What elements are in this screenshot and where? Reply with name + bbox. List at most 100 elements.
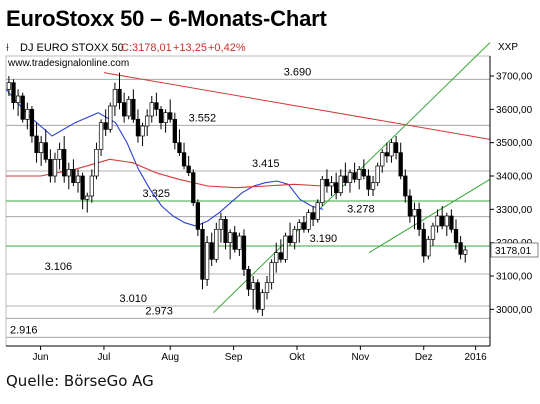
- candle-body: [48, 158, 53, 177]
- candle-body: [315, 202, 320, 220]
- candle-body: [426, 238, 431, 257]
- moving-average-line: [5, 88, 324, 227]
- candle-body: [380, 152, 385, 167]
- candle-body: [89, 175, 95, 197]
- candle-body: [306, 212, 311, 230]
- candle-body: [25, 108, 30, 120]
- candle-body: [149, 102, 154, 117]
- candle-body: [246, 268, 251, 290]
- x-tick-label: Nov: [351, 352, 369, 363]
- axis-caption: XXP: [498, 42, 518, 53]
- trend-line: [368, 178, 491, 254]
- candle-body: [412, 208, 417, 217]
- candle-body: [163, 112, 168, 124]
- level-label: 3.415: [252, 158, 280, 170]
- candle-body: [177, 142, 182, 154]
- y-tick-label: 3300,00: [496, 205, 533, 216]
- candle-body: [98, 122, 104, 150]
- candle-body: [57, 148, 62, 160]
- candle-body: [80, 175, 85, 200]
- candle-body: [393, 142, 399, 154]
- candle-body: [218, 218, 224, 230]
- candle-body: [172, 118, 177, 144]
- candle-body: [38, 142, 44, 154]
- x-tick-label: Jun: [33, 352, 49, 363]
- candle-body: [108, 105, 113, 130]
- candle-body: [352, 172, 357, 180]
- candle-body: [421, 228, 426, 257]
- candle-body: [103, 122, 108, 130]
- legend-change-pct: +0,42%: [208, 42, 246, 54]
- candle-body: [227, 232, 233, 244]
- candle-body: [458, 242, 463, 255]
- candle-body: [334, 182, 339, 194]
- candle-body: [62, 148, 67, 177]
- candle-body: [278, 252, 283, 260]
- candle-body: [274, 252, 279, 264]
- candle-body: [209, 242, 214, 260]
- legend-icon: ⟊: [6, 42, 9, 54]
- level-label: 3.690: [284, 66, 312, 78]
- candle-body: [453, 228, 459, 244]
- candle-body: [94, 148, 99, 177]
- y-tick-label: 3100,00: [496, 272, 533, 283]
- candle-body: [20, 95, 25, 120]
- level-label: 3.325: [143, 188, 171, 200]
- candle-body: [241, 235, 247, 270]
- candle-body: [435, 215, 440, 227]
- y-tick-label: 3600,00: [496, 105, 533, 116]
- candle-body: [232, 232, 237, 250]
- level-label: 3.010: [119, 293, 147, 305]
- legend: ⟊ DJ EURO STOXX 50 C:3178,01 +13,25 +0,4…: [6, 42, 246, 54]
- candle-body: [71, 168, 76, 184]
- source-caption: Quelle: BörseGo AG: [6, 372, 154, 390]
- candle-body: [366, 175, 371, 190]
- candle-body: [297, 222, 302, 230]
- x-tick-label: Okt: [289, 352, 305, 363]
- candle-body: [15, 95, 21, 104]
- candle-body: [181, 152, 187, 167]
- candle-body: [389, 142, 394, 157]
- candle-body: [200, 228, 205, 280]
- candle-body: [140, 125, 145, 137]
- candle-body: [324, 178, 330, 187]
- x-tick-label: Aug: [161, 352, 179, 363]
- candle-body: [6, 82, 12, 90]
- candle-body: [384, 152, 390, 157]
- candle-body: [168, 112, 173, 120]
- candle-body: [135, 118, 141, 137]
- candle-body: [158, 108, 164, 124]
- candle-body: [43, 142, 48, 160]
- candle-body: [398, 152, 403, 177]
- candle-body: [126, 98, 131, 117]
- candle-body: [112, 88, 118, 107]
- x-tick-label: Dez: [415, 352, 433, 363]
- candle-body: [320, 178, 325, 204]
- y-tick-label: 3500,00: [496, 138, 533, 149]
- candle-body: [407, 195, 413, 217]
- candle-body: [255, 282, 260, 310]
- candle-body: [237, 235, 242, 250]
- level-label: 3.106: [45, 261, 73, 273]
- candle-body: [214, 228, 219, 260]
- candle-body: [251, 282, 256, 290]
- x-tick-label: Sep: [225, 352, 243, 363]
- x-tick-label: 2016: [464, 352, 487, 363]
- candle-body: [338, 175, 343, 194]
- candle-body: [75, 175, 81, 184]
- last-price-box: [490, 242, 539, 258]
- last-price-label: 3178,01: [495, 246, 532, 257]
- candle-body: [292, 228, 297, 244]
- y-tick-label: 3700,00: [496, 72, 533, 83]
- candle-body: [269, 262, 274, 284]
- candle-body: [131, 98, 136, 120]
- candle-body: [85, 195, 90, 200]
- candle-body: [204, 242, 210, 280]
- candle-body: [223, 218, 228, 244]
- candle-body: [260, 292, 265, 310]
- candle-body: [440, 215, 445, 227]
- candle-body: [195, 202, 201, 230]
- candle-body: [287, 235, 293, 244]
- x-tick-label: Jul: [98, 352, 111, 363]
- level-label: 3.552: [189, 112, 217, 124]
